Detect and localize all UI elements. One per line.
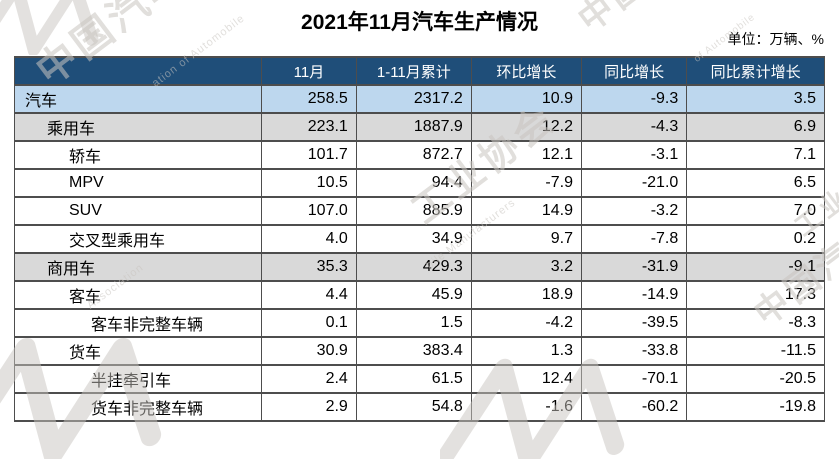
value-cell: -60.2 <box>580 392 688 422</box>
value-cell: -3.1 <box>580 140 688 170</box>
category-cell: 半挂牵引车 <box>13 364 263 394</box>
value-cell: 885.9 <box>355 196 472 226</box>
col-header: 1-11月累计 <box>355 56 472 86</box>
value-cell: -1.6 <box>470 392 582 422</box>
value-cell: 0.1 <box>261 308 357 338</box>
value-cell: 12.1 <box>470 140 582 170</box>
table-body: 汽车 258.5 2317.2 10.9 -9.3 3.5 乘用车 223.1 1887.9 12… <box>13 84 825 422</box>
category-cell: MPV <box>13 168 263 198</box>
value-cell: -7.8 <box>580 224 688 254</box>
value-cell: 30.9 <box>261 336 357 366</box>
category-cell: 货车 <box>13 336 263 366</box>
col-header-category <box>13 56 263 86</box>
value-cell: 12.2 <box>470 112 582 142</box>
col-header: 同比累计增长 <box>686 56 825 86</box>
value-cell: -7.9 <box>470 168 582 198</box>
value-cell: 9.7 <box>470 224 582 254</box>
category-cell: 客车非完整车辆 <box>13 308 263 338</box>
table-row: 商用车 35.3 429.3 3.2 -31.9 -9.1 <box>13 252 825 282</box>
value-cell: 4.4 <box>261 280 357 310</box>
table-row: 汽车 258.5 2317.2 10.9 -9.3 3.5 <box>13 84 825 114</box>
table-row: MPV 10.5 94.4 -7.9 -21.0 6.5 <box>13 168 825 198</box>
value-cell: -19.8 <box>686 392 825 422</box>
value-cell: -33.8 <box>580 336 688 366</box>
category-cell: 乘用车 <box>13 112 263 142</box>
value-cell: 101.7 <box>261 140 357 170</box>
table-row: 半挂牵引车 2.4 61.5 12.4 -70.1 -20.5 <box>13 364 825 394</box>
value-cell: 2.9 <box>261 392 357 422</box>
value-cell: 14.9 <box>470 196 582 226</box>
value-cell: 17.3 <box>686 280 825 310</box>
category-cell: 轿车 <box>13 140 263 170</box>
table-row: 客车 4.4 45.9 18.9 -14.9 17.3 <box>13 280 825 310</box>
table-row: 轿车 101.7 872.7 12.1 -3.1 7.1 <box>13 140 825 170</box>
unit-note: 单位：万辆、% <box>727 31 824 47</box>
table-row: 货车 30.9 383.4 1.3 -33.8 -11.5 <box>13 336 825 366</box>
value-cell: -39.5 <box>580 308 688 338</box>
value-cell: 383.4 <box>355 336 472 366</box>
value-cell: 6.5 <box>686 168 825 198</box>
value-cell: -8.3 <box>686 308 825 338</box>
value-cell: 10.9 <box>470 84 582 114</box>
value-cell: -70.1 <box>580 364 688 394</box>
value-cell: 34.9 <box>355 224 472 254</box>
value-cell: 10.5 <box>261 168 357 198</box>
value-cell: -20.5 <box>686 364 825 394</box>
col-header: 环比增长 <box>470 56 582 86</box>
value-cell: 4.0 <box>261 224 357 254</box>
col-header: 11月 <box>261 56 357 86</box>
value-cell: 1.5 <box>355 308 472 338</box>
value-cell: -4.3 <box>580 112 688 142</box>
category-cell: 货车非完整车辆 <box>13 392 263 422</box>
value-cell: 1.3 <box>470 336 582 366</box>
value-cell: 3.5 <box>686 84 825 114</box>
value-cell: 18.9 <box>470 280 582 310</box>
value-cell: 0.2 <box>686 224 825 254</box>
col-header: 同比增长 <box>580 56 688 86</box>
value-cell: -14.9 <box>580 280 688 310</box>
value-cell: 35.3 <box>261 252 357 282</box>
value-cell: 429.3 <box>355 252 472 282</box>
value-cell: 872.7 <box>355 140 472 170</box>
value-cell: 7.0 <box>686 196 825 226</box>
value-cell: 1887.9 <box>355 112 472 142</box>
value-cell: -11.5 <box>686 336 825 366</box>
value-cell: 2317.2 <box>355 84 472 114</box>
value-cell: 7.1 <box>686 140 825 170</box>
category-cell: 交叉型乘用车 <box>13 224 263 254</box>
category-cell: 汽车 <box>13 84 263 114</box>
table-header-row: 11月 1-11月累计 环比增长 同比增长 同比累计增长 <box>13 56 825 86</box>
production-table: 11月 1-11月累计 环比增长 同比增长 同比累计增长 汽车 258.5 2317.2 10… <box>13 56 825 422</box>
value-cell: -21.0 <box>580 168 688 198</box>
value-cell: 12.4 <box>470 364 582 394</box>
table-row: 交叉型乘用车 4.0 34.9 9.7 -7.8 0.2 <box>13 224 825 254</box>
page-title: 2021年11月汽车生产情况 <box>301 11 538 34</box>
value-cell: 2.4 <box>261 364 357 394</box>
table-row: 乘用车 223.1 1887.9 12.2 -4.3 6.9 <box>13 112 825 142</box>
category-cell: 商用车 <box>13 252 263 282</box>
value-cell: -9.3 <box>580 84 688 114</box>
value-cell: -3.2 <box>580 196 688 226</box>
value-cell: 107.0 <box>261 196 357 226</box>
value-cell: 223.1 <box>261 112 357 142</box>
value-cell: 54.8 <box>355 392 472 422</box>
table-row: 客车非完整车辆 0.1 1.5 -4.2 -39.5 -8.3 <box>13 308 825 338</box>
value-cell: -4.2 <box>470 308 582 338</box>
value-cell: 94.4 <box>355 168 472 198</box>
value-cell: -31.9 <box>580 252 688 282</box>
value-cell: 3.2 <box>470 252 582 282</box>
table-row: SUV 107.0 885.9 14.9 -3.2 7.0 <box>13 196 825 226</box>
value-cell: 61.5 <box>355 364 472 394</box>
category-cell: 客车 <box>13 280 263 310</box>
table-row: 货车非完整车辆 2.9 54.8 -1.6 -60.2 -19.8 <box>13 392 825 422</box>
value-cell: 258.5 <box>261 84 357 114</box>
value-cell: 45.9 <box>355 280 472 310</box>
value-cell: -9.1 <box>686 252 825 282</box>
value-cell: 6.9 <box>686 112 825 142</box>
category-cell: SUV <box>13 196 263 226</box>
